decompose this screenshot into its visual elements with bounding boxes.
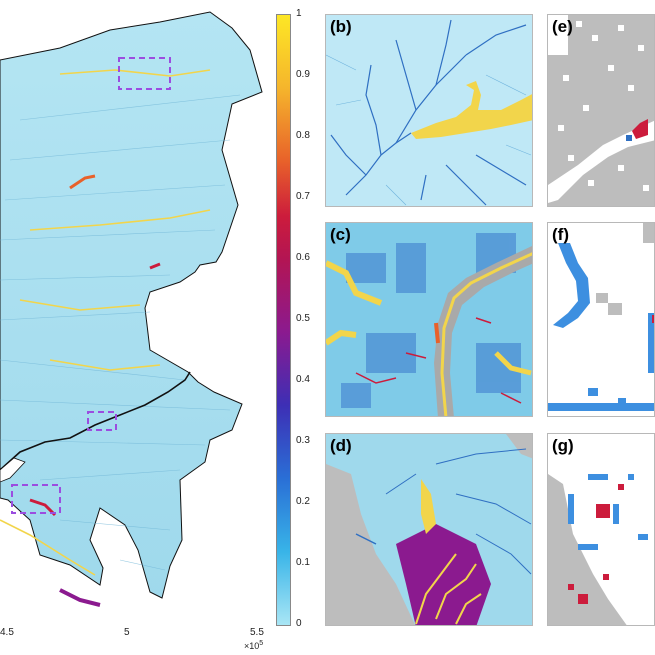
panel-c: (c): [325, 222, 533, 417]
panel-label: (c): [330, 225, 351, 244]
highlight-box-c: [87, 411, 117, 431]
panel-d: (d): [325, 433, 533, 626]
masked-area: [326, 464, 416, 625]
channel-white: [548, 120, 654, 203]
panel-b: (b): [325, 14, 533, 207]
panel-g: (g): [547, 433, 655, 626]
hotspot: [69, 174, 96, 190]
hotspot: [29, 498, 57, 517]
colorbar-tick: 0.1: [296, 557, 310, 568]
colorbar-tick: 0.2: [296, 496, 310, 507]
panel-label: (e): [552, 17, 573, 36]
main-map: [0, 11, 263, 607]
panel-label: (d): [330, 436, 352, 455]
panel-e-map: [548, 15, 654, 203]
masked-area: [548, 474, 627, 625]
channel-red: [632, 119, 648, 139]
colorbar-tick: 0.6: [296, 252, 310, 263]
panel-d-map: [326, 434, 532, 625]
hotspot: [59, 588, 101, 607]
colorbar-tick: 0.9: [296, 69, 310, 80]
colorbar: [276, 14, 291, 626]
colorbar-tick: 0.3: [296, 435, 310, 446]
river-network: [0, 69, 211, 576]
highlight-box-d: [11, 484, 61, 514]
highlight-boxes: [11, 57, 171, 514]
panel-f: (f): [547, 222, 655, 417]
panel-label: (g): [552, 436, 574, 455]
x-axis-exponent: ×105: [244, 640, 264, 651]
reservoir: [411, 81, 532, 139]
colorbar-tick: 0.4: [296, 374, 310, 385]
panel-g-map: [548, 474, 648, 625]
panel-f-map: [548, 223, 654, 411]
floodplain: [396, 524, 491, 625]
panel-c-map: [326, 233, 532, 416]
panel-label: (f): [552, 225, 569, 244]
terrain-texture: [0, 94, 241, 571]
colorbar-tick: 0: [296, 618, 302, 629]
x-tick-label: 5: [124, 627, 130, 638]
colorbar-tick: 1: [296, 8, 302, 19]
hotspot: [149, 262, 161, 270]
colorbar-tick: 0.8: [296, 130, 310, 141]
panel-b-map: [326, 19, 532, 206]
panel-e: (e): [547, 14, 655, 207]
estuary: [0, 457, 26, 483]
panel-label: (b): [330, 17, 352, 36]
main-channel: [434, 245, 532, 416]
x-tick-label: 4.5: [0, 627, 14, 638]
x-tick-label: 5.5: [250, 627, 264, 638]
colorbar-tick: 0.7: [296, 191, 310, 202]
main-river: [0, 371, 191, 471]
highlight-box-b: [118, 57, 171, 90]
colorbar-tick: 0.5: [296, 313, 310, 324]
